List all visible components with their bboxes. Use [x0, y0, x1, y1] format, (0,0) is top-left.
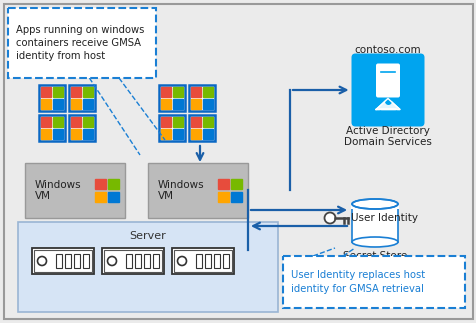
Ellipse shape [351, 237, 397, 247]
Bar [34, 250, 92, 272]
Text: contoso.com: contoso.com [354, 45, 420, 55]
Bar [69, 85, 95, 111]
Bar [214, 254, 219, 268]
Bar [71, 88, 80, 97]
Text: Apps running on windows
containers receive GMSA
identity from host: Apps running on windows containers recei… [16, 25, 144, 61]
Bar [41, 99, 51, 109]
Bar [223, 254, 228, 268]
Bar [173, 99, 182, 109]
Bar [83, 118, 92, 127]
Bar [351, 204, 397, 242]
Bar [71, 129, 80, 139]
Text: Windows
VM: Windows VM [158, 180, 204, 201]
Bar [173, 129, 182, 139]
Bar [39, 85, 65, 111]
Bar [218, 179, 228, 189]
Bar [74, 254, 80, 268]
Bar [56, 254, 62, 268]
Bar [203, 99, 212, 109]
Circle shape [38, 256, 46, 266]
Bar [205, 254, 210, 268]
Bar [25, 163, 125, 218]
Bar [135, 254, 141, 268]
Text: Secret Store: Secret Store [342, 251, 407, 261]
Bar [53, 88, 62, 97]
Bar [159, 115, 185, 141]
Bar [173, 118, 182, 127]
Bar [159, 85, 185, 111]
Bar [196, 254, 201, 268]
Bar [148, 163, 248, 218]
Bar [161, 118, 170, 127]
Bar [41, 88, 51, 97]
Bar [71, 99, 80, 109]
Bar [161, 99, 170, 109]
Bar [32, 248, 94, 274]
Bar [104, 250, 162, 272]
Polygon shape [375, 99, 399, 109]
Bar [174, 250, 231, 272]
Bar [53, 99, 62, 109]
Bar [153, 254, 159, 268]
Text: Active Directory
Domain Services: Active Directory Domain Services [343, 126, 431, 147]
Bar [282, 256, 464, 308]
Text: User Identity: User Identity [350, 213, 417, 223]
Bar [203, 129, 212, 139]
Bar [231, 192, 241, 203]
Text: Windows
VM: Windows VM [35, 180, 81, 201]
Bar [191, 118, 200, 127]
Bar [39, 115, 65, 141]
Bar [65, 254, 71, 268]
Circle shape [324, 213, 335, 224]
Bar [218, 192, 228, 203]
Bar [350, 203, 398, 209]
Bar [144, 254, 149, 268]
FancyBboxPatch shape [375, 64, 399, 98]
Bar [108, 179, 119, 189]
Bar [83, 99, 92, 109]
Bar [161, 129, 170, 139]
Bar [53, 129, 62, 139]
Ellipse shape [351, 199, 397, 209]
Bar [18, 222, 278, 312]
Bar [8, 8, 156, 78]
Bar [126, 254, 132, 268]
Bar [191, 88, 200, 97]
Bar [83, 254, 89, 268]
FancyBboxPatch shape [351, 54, 424, 127]
Bar [173, 88, 182, 97]
Bar [95, 179, 106, 189]
Bar [69, 115, 95, 141]
Bar [71, 118, 80, 127]
Bar [191, 99, 200, 109]
Bar [53, 118, 62, 127]
Bar [203, 118, 212, 127]
Circle shape [177, 256, 186, 266]
Bar [102, 248, 164, 274]
Bar [231, 179, 241, 189]
Bar [83, 88, 92, 97]
Bar [203, 88, 212, 97]
Bar [191, 129, 200, 139]
Bar [95, 192, 106, 203]
Bar [161, 88, 170, 97]
Text: User Identity replaces host
identity for GMSA retrieval: User Identity replaces host identity for… [290, 270, 424, 294]
Circle shape [107, 256, 116, 266]
Bar [108, 192, 119, 203]
Bar [41, 129, 51, 139]
Bar [172, 248, 234, 274]
Bar [41, 118, 51, 127]
Bar [188, 115, 215, 141]
Text: Server: Server [129, 231, 166, 241]
Bar [83, 129, 92, 139]
Bar [188, 85, 215, 111]
